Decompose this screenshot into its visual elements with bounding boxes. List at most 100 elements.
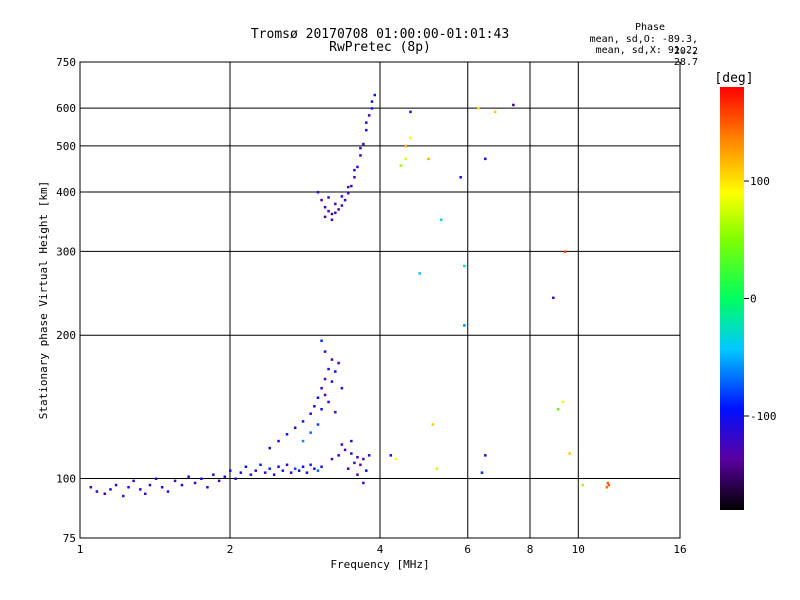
data-point: [160, 485, 164, 489]
data-point: [323, 393, 327, 397]
data-point: [234, 477, 237, 481]
data-point: [206, 485, 209, 489]
colorbar-tick-label: 100: [750, 175, 770, 188]
data-point: [285, 433, 289, 436]
data-point: [293, 467, 297, 470]
x-tick-label: 2: [227, 543, 234, 556]
x-tick-labels: 1 2 4 6 8 10 16: [77, 543, 687, 556]
data-point: [180, 483, 184, 487]
data-point: [166, 490, 170, 493]
data-point: [301, 420, 305, 423]
data-point: [359, 146, 362, 150]
data-point: [323, 215, 327, 219]
data-point: [337, 208, 340, 211]
data-point: [313, 405, 316, 408]
data-point: [289, 471, 293, 474]
data-point: [480, 471, 484, 474]
data-point: [320, 407, 323, 411]
data-point: [334, 410, 337, 414]
data-point: [359, 154, 362, 157]
data-point: [605, 485, 609, 489]
data-point: [337, 454, 340, 457]
data-point: [418, 272, 421, 275]
data-point: [427, 157, 430, 161]
data-point: [512, 103, 515, 107]
data-point: [404, 157, 407, 161]
y-tick-label: 400: [56, 186, 76, 199]
y-tick-label: 100: [56, 473, 76, 486]
data-point: [337, 361, 340, 365]
data-point: [365, 469, 368, 472]
data-point: [327, 209, 330, 213]
data-point: [340, 443, 344, 446]
data-point: [484, 454, 487, 457]
data-point: [359, 463, 362, 467]
data-point: [350, 452, 353, 455]
data-point: [309, 431, 312, 434]
data-point: [323, 205, 327, 209]
data-point: [340, 204, 344, 207]
data-point: [330, 218, 334, 222]
data-point: [268, 467, 271, 470]
data-point: [370, 107, 374, 110]
data-point: [148, 483, 152, 487]
data-point: [463, 264, 466, 268]
data-point: [301, 439, 305, 443]
colorbar-ticks: -100 0 100: [744, 175, 777, 423]
x-axis-label: Frequency [MHz]: [330, 558, 429, 571]
data-point: [114, 483, 118, 487]
data-point: [277, 439, 280, 443]
y-tick-label: 600: [56, 102, 76, 115]
data-point: [327, 196, 330, 199]
data-point: [277, 465, 280, 468]
data-point: [362, 142, 365, 146]
data-point: [320, 339, 323, 342]
data-point: [327, 400, 330, 404]
data-point: [323, 350, 327, 353]
data-point: [316, 423, 320, 426]
data-point: [435, 467, 439, 470]
y-tick-label: 200: [56, 329, 76, 342]
data-point: [561, 400, 565, 404]
data-point: [330, 212, 334, 216]
data-point: [313, 467, 316, 470]
data-point: [330, 358, 334, 361]
chart-title-line1: Tromsø 20170708 01:00:00-01:01:43: [250, 27, 510, 42]
phase-label: Phase: [634, 22, 666, 33]
data-point: [493, 110, 497, 114]
data-point: [362, 481, 365, 485]
data-point: [330, 457, 334, 461]
data-point: [249, 473, 253, 476]
data-point: [193, 481, 197, 485]
data-points: [89, 93, 611, 498]
data-point: [229, 469, 232, 472]
data-point: [556, 407, 560, 411]
colorbar-tick-label: 0: [750, 293, 757, 306]
colorbar-tick-label: -100: [750, 410, 777, 423]
data-point: [389, 454, 393, 457]
data-point: [362, 457, 365, 461]
data-point: [343, 448, 347, 452]
data-point: [327, 367, 330, 371]
data-point: [330, 380, 334, 383]
data-point: [320, 386, 323, 390]
data-point: [297, 469, 301, 472]
data-point: [463, 324, 466, 327]
data-point: [353, 168, 356, 172]
x-tick-label: 8: [527, 543, 534, 556]
data-point: [346, 185, 350, 189]
x-tick-label: 16: [673, 543, 686, 556]
data-point: [356, 165, 359, 169]
data-point: [309, 463, 312, 467]
data-point: [139, 488, 142, 491]
data-point: [132, 479, 135, 483]
data-point: [353, 175, 356, 179]
data-point: [350, 184, 353, 188]
data-point: [244, 465, 248, 468]
data-point: [370, 100, 374, 103]
data-point: [316, 190, 320, 194]
data-point: [217, 479, 221, 483]
data-point: [281, 469, 285, 472]
data-point: [272, 473, 276, 476]
data-point: [103, 492, 107, 496]
